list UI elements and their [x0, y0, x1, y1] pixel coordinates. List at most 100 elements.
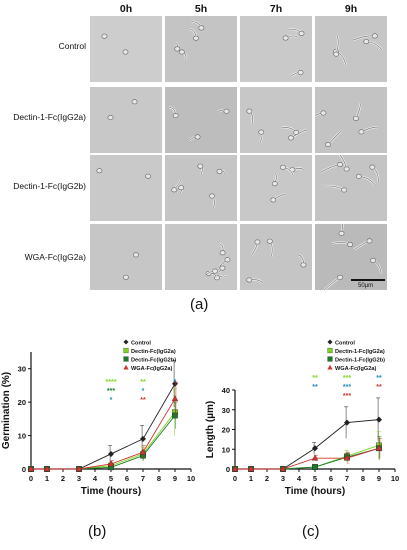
- y-axis-label: Germination (%): [1, 372, 12, 449]
- y-tick-label: 0: [22, 465, 26, 474]
- legend-marker: [123, 347, 129, 354]
- legend-label: Control: [131, 340, 151, 346]
- legend-label: WGA-Fc(IgG2a): [335, 366, 376, 372]
- series-line: [31, 383, 176, 470]
- panel-letter-c: (c): [302, 523, 320, 540]
- x-axis-label: Time (hours): [285, 486, 345, 497]
- series-line: [31, 415, 176, 470]
- micrograph-tile: [165, 155, 237, 221]
- significance-label: **: [140, 397, 146, 404]
- x-tick-label: 1: [249, 474, 253, 483]
- x-tick-label: 8: [361, 474, 365, 483]
- y-tick-label: 10: [18, 432, 26, 441]
- x-tick-label: 4: [297, 474, 302, 483]
- significance-label: **: [312, 375, 318, 382]
- legend-marker: [123, 356, 129, 362]
- x-tick-label: 7: [345, 474, 349, 483]
- y-tick-label: 20: [222, 426, 230, 435]
- x-tick-label: 7: [141, 474, 145, 483]
- significance-label: *: [142, 388, 145, 395]
- significance-label: **: [376, 384, 382, 391]
- data-point: [375, 444, 383, 451]
- data-point: [27, 465, 35, 472]
- series-line: [31, 398, 176, 470]
- column-header-9h: 9h: [344, 3, 358, 15]
- micrograph-tile: [315, 87, 387, 153]
- column-header-5h: 5h: [194, 3, 208, 15]
- y-tick-label: 30: [18, 365, 26, 374]
- series-line: [235, 419, 380, 470]
- data-point: [312, 464, 318, 470]
- micrograph-tile: [165, 87, 237, 153]
- micrograph-tile: [240, 87, 312, 153]
- micrograph-tile: [90, 224, 162, 290]
- x-tick-label: 2: [61, 474, 65, 483]
- micrograph-tile: [90, 16, 162, 82]
- significance-label: **: [140, 379, 146, 386]
- data-point: [171, 395, 179, 402]
- panel-letter-a: (a): [190, 296, 209, 313]
- legend-marker: [327, 356, 333, 362]
- x-tick-label: 6: [329, 474, 333, 483]
- significance-label: ***: [343, 393, 351, 400]
- y-axis-label: Length (µm): [205, 401, 216, 458]
- x-tick-label: 5: [109, 474, 113, 483]
- x-tick-label: 3: [77, 474, 81, 483]
- legend-marker: [327, 339, 333, 345]
- row-label-control: Control: [58, 41, 86, 51]
- micrograph-tile: [315, 155, 387, 221]
- data-point: [139, 448, 147, 455]
- data-point: [376, 416, 382, 423]
- y-tick-label: 10: [222, 445, 230, 454]
- data-point: [43, 465, 51, 472]
- x-tick-label: 0: [29, 474, 33, 483]
- significance-label: ***: [107, 388, 115, 395]
- micrograph-tile: [165, 16, 237, 82]
- data-point: [247, 465, 255, 472]
- column-header-0h: 0h: [119, 3, 133, 15]
- data-point: [140, 435, 146, 442]
- legend-marker: [123, 364, 129, 370]
- legend-label: Dectin-1-Fc(IgG2a): [335, 349, 385, 355]
- micrograph-tile: [240, 155, 312, 221]
- legend-label: Dectin-1-Fc(IgG2b): [335, 357, 385, 363]
- legend-marker: [327, 364, 333, 370]
- x-tick-label: 4: [93, 474, 98, 483]
- x-tick-label: 6: [125, 474, 129, 483]
- significance-label: ****: [106, 379, 117, 386]
- row-label-wga: WGA-Fc(IgG2a): [24, 252, 86, 262]
- data-point: [344, 419, 350, 426]
- significance-label: **: [376, 375, 382, 382]
- x-tick-label: 9: [377, 474, 381, 483]
- micrograph-tile: [90, 155, 162, 221]
- x-tick-label: 8: [157, 474, 161, 483]
- legend-label: Dectin-Fc(IgG2b): [131, 357, 176, 363]
- y-tick-label: 0: [226, 465, 230, 474]
- legend-marker: [123, 339, 129, 345]
- micrograph-tile: [240, 224, 312, 290]
- legend-label: Dectin-Fc(IgG2a): [131, 349, 176, 355]
- panel-letter-b: (b): [88, 523, 107, 540]
- data-point: [343, 454, 351, 461]
- micrograph-tile: [315, 16, 387, 82]
- x-tick-label: 0: [233, 474, 237, 483]
- scale-bar-label: 50µm: [358, 283, 374, 289]
- x-tick-label: 10: [187, 474, 195, 483]
- y-tick-label: 20: [18, 398, 26, 407]
- legend-label: Control: [335, 340, 355, 346]
- x-tick-label: 9: [173, 474, 177, 483]
- y-tick-label: 30: [222, 406, 230, 415]
- data-point: [231, 465, 239, 472]
- series-line: [235, 444, 380, 470]
- legend-marker: [327, 347, 333, 354]
- series-line: [235, 447, 380, 470]
- row-label-dectin-igg2a: Dectin-1-Fc(IgG2a): [13, 112, 86, 122]
- data-point: [312, 445, 318, 452]
- germination-chart: 0 1 2 3 4 5 6 7 8 9 10 0 10 20 30 Time (hours) Germinati…: [1, 339, 195, 497]
- significance-label: *: [174, 379, 177, 386]
- row-label-dectin-igg2b: Dectin-1-Fc(IgG2b): [13, 181, 86, 191]
- micrograph-tile: [165, 224, 237, 290]
- data-point: [172, 412, 178, 419]
- significance-label: ***: [343, 375, 351, 382]
- x-axis-label: Time (hours): [81, 486, 141, 497]
